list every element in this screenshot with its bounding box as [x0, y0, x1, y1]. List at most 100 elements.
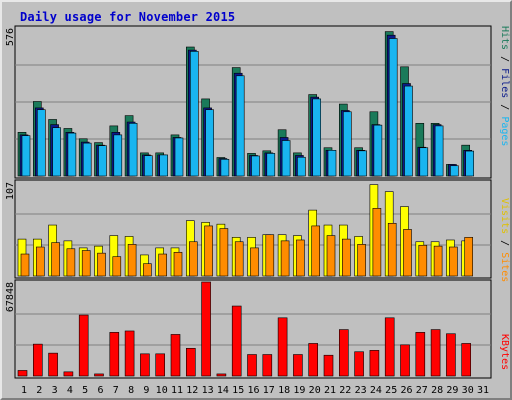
visits-legend-label: Visits / Sites — [499, 198, 510, 282]
bar-sites-day-7 — [112, 256, 122, 277]
bar-kbytes-day-8 — [124, 330, 135, 377]
legend-kbytes: KBytes — [499, 334, 510, 370]
bar-pages-day-16 — [251, 155, 260, 177]
x-tick-label-5: 5 — [82, 385, 88, 396]
x-tick-label-21: 21 — [324, 385, 336, 396]
bar-pages-day-17 — [266, 153, 276, 177]
bar-kbytes-day-28 — [430, 329, 441, 377]
kbytes-max-label: 67848 — [5, 282, 16, 312]
bar-pages-day-27 — [419, 147, 429, 177]
bar-sites-day-27 — [418, 244, 428, 277]
x-tick-label-27: 27 — [416, 385, 428, 396]
bar-kbytes-day-14 — [216, 373, 227, 377]
x-tick-label-25: 25 — [385, 385, 397, 396]
x-tick-label-15: 15 — [232, 385, 244, 396]
x-tick-label-23: 23 — [355, 385, 367, 396]
x-tick-label-24: 24 — [370, 385, 382, 396]
bar-sites-day-29 — [449, 246, 458, 277]
bar-sites-day-25 — [387, 222, 397, 277]
bar-kbytes-day-30 — [461, 343, 472, 377]
bar-pages-day-21 — [327, 150, 337, 177]
bar-kbytes-day-25 — [384, 317, 395, 377]
x-tick-label-10: 10 — [156, 385, 168, 396]
bar-pages-day-28 — [434, 125, 444, 177]
bar-pages-day-10 — [159, 154, 168, 177]
chart-title: Daily usage for November 2015 — [20, 10, 236, 24]
bar-kbytes-day-15 — [231, 305, 242, 377]
x-tick-label-18: 18 — [278, 385, 290, 396]
bars — [17, 31, 475, 377]
bar-sites-day-1 — [20, 253, 30, 277]
bar-sites-day-30 — [464, 237, 474, 277]
bar-sites-day-26 — [403, 229, 412, 277]
x-tick-label-6: 6 — [97, 385, 103, 396]
bar-sites-day-28 — [433, 245, 443, 277]
bar-kbytes-day-29 — [446, 333, 456, 377]
visits-max-label: 107 — [5, 182, 16, 200]
hits-legend-label: Hits / Files / Pages — [499, 26, 510, 146]
x-tick-label-11: 11 — [171, 385, 183, 396]
bar-sites-day-21 — [326, 235, 336, 277]
bar-kbytes-day-6 — [94, 373, 104, 377]
bar-sites-day-17 — [265, 234, 275, 277]
bar-kbytes-day-1 — [17, 370, 28, 377]
x-tick-label-29: 29 — [446, 385, 458, 396]
legend-visits: Visits — [499, 198, 510, 234]
x-tick-label-2: 2 — [36, 385, 42, 396]
x-tick-label-19: 19 — [293, 385, 305, 396]
bar-sites-day-4 — [66, 248, 76, 277]
bar-sites-day-10 — [158, 253, 167, 277]
bar-pages-day-4 — [67, 132, 77, 177]
bar-pages-day-9 — [144, 155, 153, 177]
bar-pages-day-7 — [113, 134, 123, 177]
bar-pages-day-29 — [450, 165, 459, 177]
bar-kbytes-day-7 — [109, 332, 120, 377]
bar-pages-day-19 — [297, 156, 306, 177]
bar-sites-day-2 — [35, 246, 45, 277]
bar-sites-day-3 — [51, 242, 60, 277]
x-tick-label-26: 26 — [400, 385, 412, 396]
bar-kbytes-day-10 — [155, 353, 165, 377]
bar-pages-day-26 — [404, 85, 413, 177]
bar-sites-day-9 — [143, 263, 152, 277]
bar-sites-day-19 — [296, 239, 305, 277]
bar-pages-day-24 — [373, 124, 383, 177]
x-tick-label-20: 20 — [309, 385, 321, 396]
kbytes-legend-label: KBytes — [499, 334, 510, 370]
bar-sites-day-12 — [189, 241, 198, 277]
x-tick-label-7: 7 — [113, 385, 119, 396]
bar-pages-day-2 — [36, 109, 46, 177]
bar-sites-day-5 — [81, 250, 91, 277]
bar-pages-day-23 — [358, 150, 367, 177]
bar-kbytes-day-5 — [78, 314, 89, 377]
bar-kbytes-day-16 — [247, 354, 257, 377]
bar-pages-day-12 — [190, 51, 199, 177]
bar-kbytes-day-20 — [308, 343, 319, 377]
x-tick-label-9: 9 — [143, 385, 149, 396]
x-tick-label-30: 30 — [462, 385, 474, 396]
bar-pages-day-11 — [174, 137, 184, 177]
bar-pages-day-6 — [98, 145, 107, 177]
bar-kbytes-day-19 — [293, 354, 303, 377]
x-tick-label-4: 4 — [67, 385, 73, 396]
bar-kbytes-day-12 — [186, 347, 196, 377]
bar-kbytes-day-4 — [63, 371, 74, 377]
bar-kbytes-day-23 — [354, 351, 364, 377]
legend-files: Files — [499, 68, 510, 98]
bar-pages-day-3 — [52, 127, 61, 177]
bar-kbytes-day-13 — [201, 281, 211, 377]
bar-kbytes-day-26 — [400, 344, 410, 377]
bar-sites-day-18 — [280, 240, 290, 277]
bar-kbytes-day-3 — [48, 352, 58, 377]
bar-pages-day-18 — [281, 140, 291, 177]
bar-sites-day-20 — [311, 225, 321, 277]
bar-sites-day-24 — [372, 208, 382, 277]
x-tick-label-28: 28 — [431, 385, 443, 396]
bar-pages-day-25 — [388, 38, 398, 177]
bar-kbytes-day-2 — [32, 343, 43, 377]
bar-pages-day-22 — [342, 111, 352, 177]
x-axis-labels: 1 2 3 4 5 6 7 8 9 10 11 12 13 14 15 16 17 18 19 20 21 22 23 24 2… — [21, 385, 489, 396]
bar-pages-day-5 — [82, 142, 92, 177]
bar-kbytes-day-22 — [338, 329, 349, 377]
bar-kbytes-day-24 — [369, 350, 380, 377]
